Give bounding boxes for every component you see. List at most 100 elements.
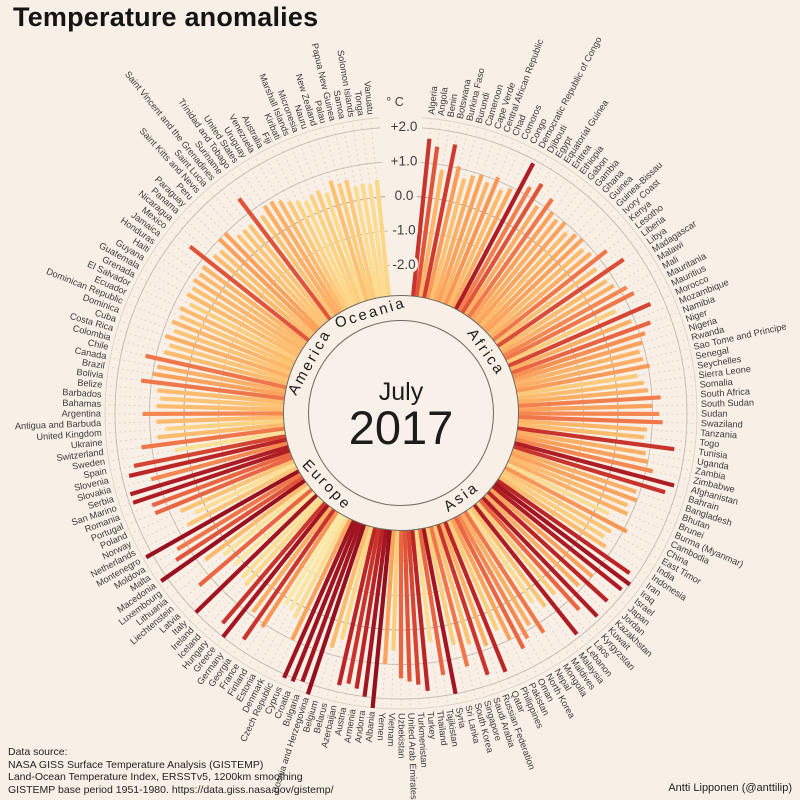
country-bar <box>191 286 302 355</box>
country-bar <box>508 455 629 508</box>
guide-line <box>125 302 290 369</box>
country-bar <box>237 197 332 321</box>
country-bar <box>436 174 484 303</box>
country-label: Brazil <box>81 357 105 370</box>
guide-line <box>193 201 318 328</box>
country-bar <box>223 231 321 331</box>
country-label: Vanuatu <box>362 81 375 115</box>
guide-line <box>520 385 696 403</box>
country-bar <box>188 244 311 342</box>
country-bar <box>507 458 629 516</box>
guide-line <box>514 311 680 373</box>
country-bar <box>154 455 294 516</box>
country-bar <box>157 388 285 405</box>
guide-line <box>492 490 627 606</box>
country-bar <box>428 526 470 667</box>
country-bar <box>498 278 608 352</box>
country-bar <box>449 518 512 641</box>
country-bar <box>489 251 593 339</box>
country-bar <box>282 519 356 679</box>
country-label: Tanzania <box>700 428 738 441</box>
guide-line <box>316 528 368 697</box>
country-bar <box>460 182 544 314</box>
country-bar <box>518 395 661 409</box>
country-bar <box>459 512 532 627</box>
country-bar <box>262 204 339 317</box>
guide-line <box>134 465 293 543</box>
guide-line <box>510 461 672 534</box>
country-label: Algeria <box>426 85 439 115</box>
country-bar <box>145 353 287 390</box>
country-bar <box>402 530 412 682</box>
guide-line <box>108 432 283 462</box>
axis-tick-label: +2.0 <box>391 119 418 134</box>
guide-line <box>507 276 665 359</box>
country-bar <box>496 257 625 348</box>
country-bar <box>192 277 304 352</box>
country-bar <box>517 380 644 401</box>
country-bar <box>218 249 315 337</box>
country-bar <box>145 469 300 560</box>
country-bar <box>193 462 297 515</box>
guide-line <box>314 129 367 298</box>
guide-line <box>341 122 378 295</box>
guide-line <box>419 531 449 706</box>
country-bar <box>164 333 290 379</box>
country-bar <box>418 169 445 298</box>
country-bar <box>447 189 504 307</box>
guide-line <box>147 475 299 568</box>
country-bar <box>260 510 339 629</box>
country-bar <box>417 528 446 676</box>
guide-line <box>497 236 640 342</box>
country-label: Turkey <box>425 711 438 740</box>
country-bar <box>425 166 462 300</box>
guide-line <box>519 357 692 391</box>
guide-line <box>427 530 468 702</box>
country-label: Uzbekistan <box>397 713 407 758</box>
country-label: Fiji <box>260 131 274 146</box>
axis-tick-label: 0.0 <box>395 188 414 203</box>
guide-line <box>114 443 285 490</box>
country-bar <box>516 363 651 394</box>
country-bar <box>450 187 513 309</box>
country-bar <box>212 253 313 339</box>
country-label: Turkmenistan <box>416 712 430 768</box>
guide-line <box>207 188 323 323</box>
country-bar <box>478 231 569 328</box>
country-bar <box>510 320 652 375</box>
guide-line <box>105 412 281 415</box>
country-label: Ukraine <box>70 437 103 450</box>
country-bar <box>486 490 609 603</box>
country-label: Bahamas <box>62 398 101 409</box>
guide-line <box>112 347 284 388</box>
guide-line <box>129 293 291 366</box>
guide-line <box>133 285 293 362</box>
guide-line <box>484 201 609 328</box>
country-bar <box>516 430 647 456</box>
country-bar <box>336 527 377 686</box>
country-bar <box>518 411 660 417</box>
country-bar <box>309 194 359 306</box>
country-bar <box>157 422 285 440</box>
guide-line <box>442 135 506 301</box>
country-bar <box>491 249 608 342</box>
axis-unit-label: ° C <box>386 95 404 109</box>
country-label: United Arab Emirates <box>406 713 419 800</box>
guide-line <box>126 458 290 526</box>
country-bar <box>141 426 285 450</box>
country-bar <box>488 487 594 579</box>
country-bar <box>160 396 284 409</box>
guide-line <box>146 260 298 352</box>
guide-line <box>470 170 573 315</box>
data-source-block: Data source: NASA GISS Surface Temperatu… <box>8 746 334 796</box>
guide-line <box>391 533 398 709</box>
country-bar <box>502 469 612 534</box>
country-bar <box>315 189 362 304</box>
guide-line <box>507 468 664 552</box>
guide-line <box>151 252 300 349</box>
guide-line <box>517 338 688 384</box>
guide-line <box>478 504 593 640</box>
guide-line <box>459 517 547 672</box>
